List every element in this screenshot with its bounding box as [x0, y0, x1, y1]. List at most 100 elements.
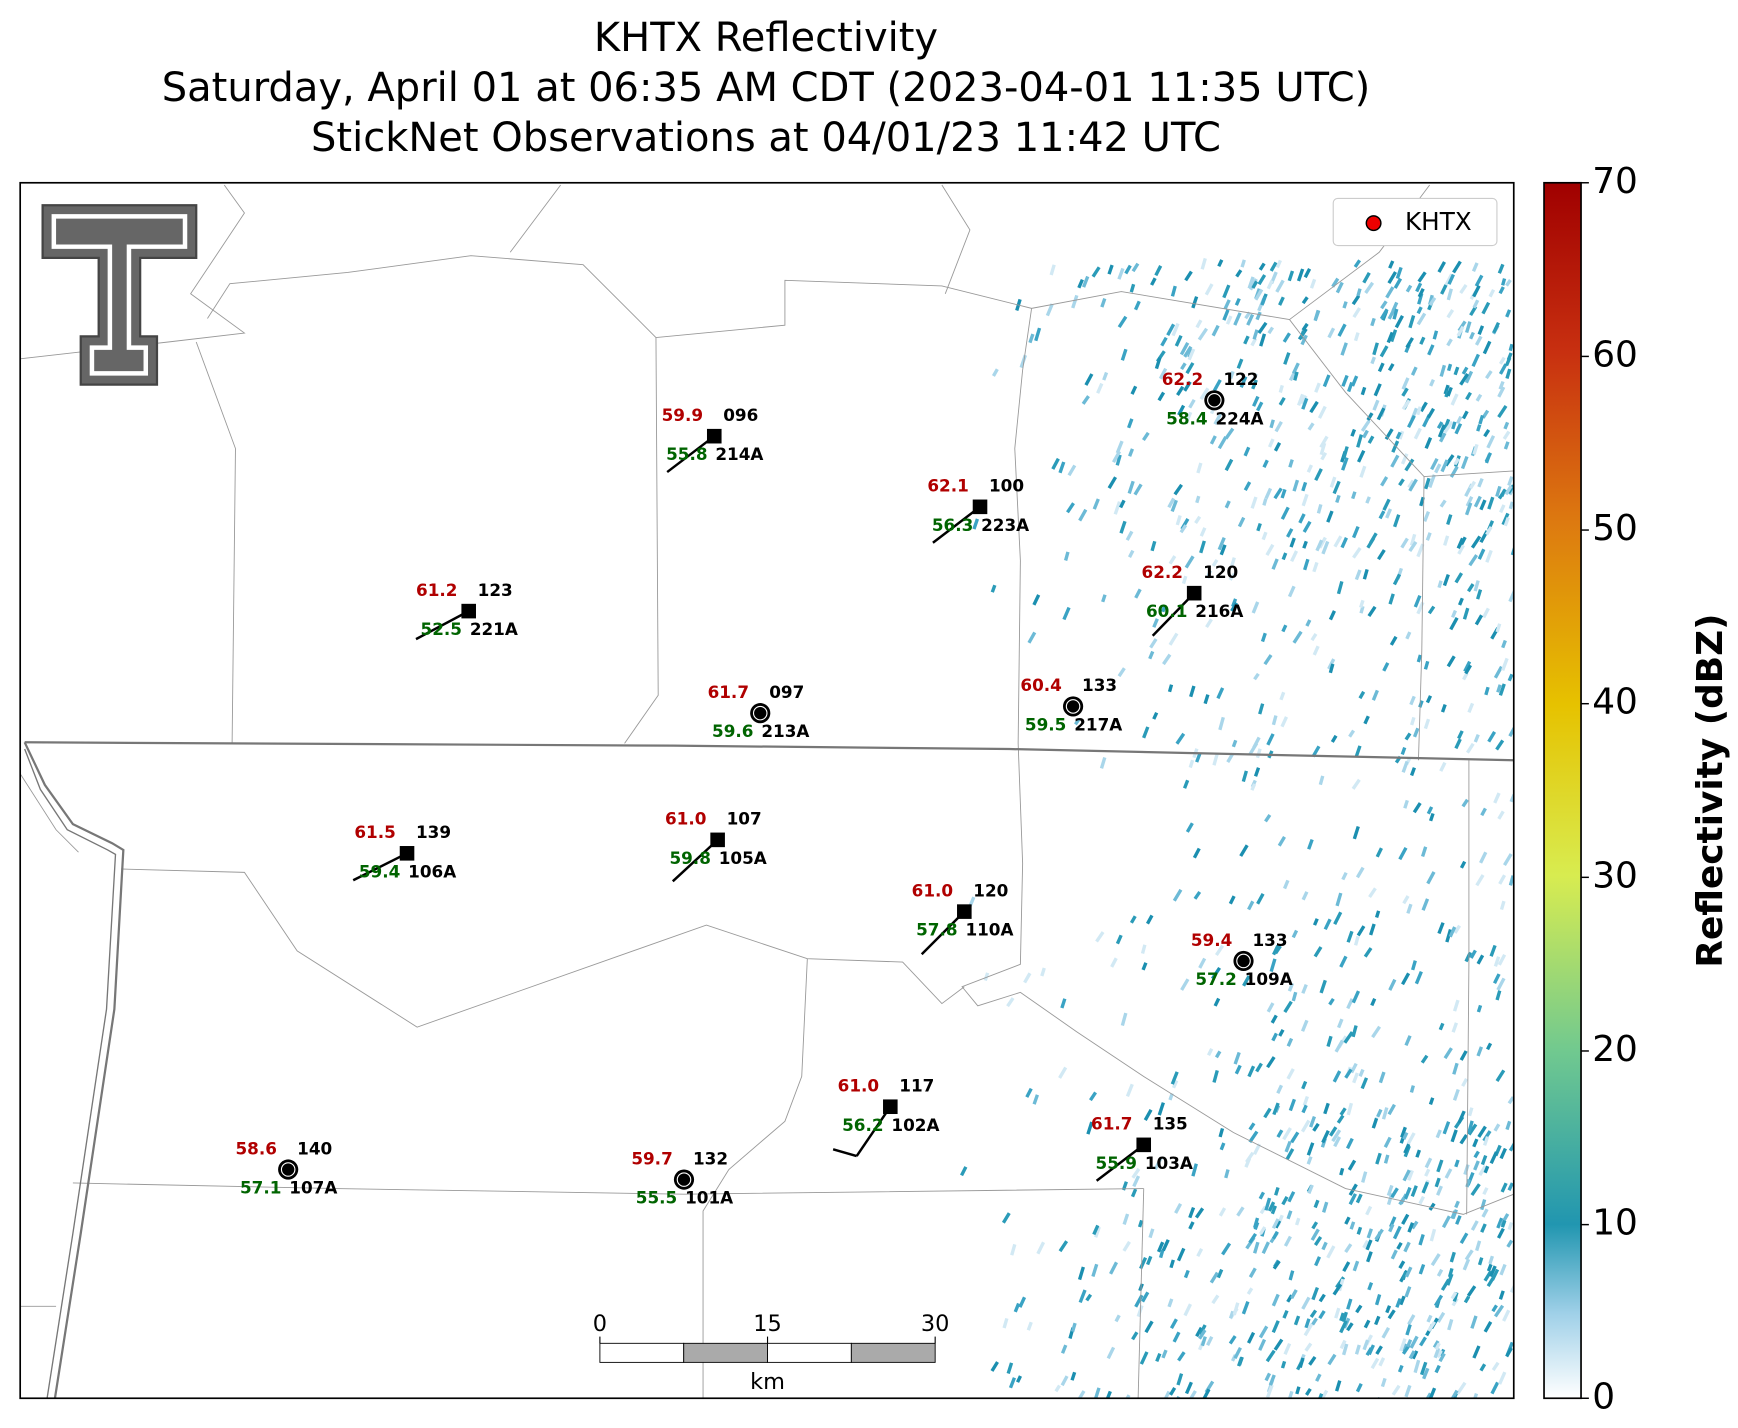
echo — [1167, 497, 1176, 509]
echo — [1278, 384, 1284, 393]
echo — [1416, 543, 1425, 558]
echo — [1496, 977, 1506, 991]
echo — [1483, 1321, 1493, 1333]
echo — [1424, 437, 1433, 450]
echo — [1158, 367, 1168, 380]
echo — [1306, 1156, 1313, 1165]
echo — [1117, 667, 1126, 678]
echo — [1416, 312, 1427, 326]
station-number: 117 — [899, 1076, 934, 1096]
echo — [1032, 1094, 1039, 1105]
echo — [1316, 503, 1323, 514]
echo — [1347, 381, 1354, 393]
echo — [1436, 1159, 1444, 1173]
echo — [1507, 673, 1514, 682]
echo — [1339, 1312, 1345, 1322]
echo — [1233, 312, 1242, 326]
echo — [1471, 1393, 1479, 1399]
temperature: 60.4 — [1020, 675, 1061, 695]
title-line: StickNet Observations at 04/01/23 11:42 … — [311, 115, 1221, 161]
echo — [1232, 1302, 1240, 1316]
state-border — [23, 741, 1514, 1399]
echo — [1419, 336, 1426, 345]
echo — [1351, 990, 1361, 1004]
temperature: 58.6 — [236, 1138, 277, 1158]
echo — [1191, 296, 1199, 309]
echo — [1326, 510, 1334, 523]
echo — [1342, 1343, 1349, 1356]
echo — [1480, 1154, 1488, 1166]
echo — [1493, 1123, 1501, 1132]
echo — [1356, 1226, 1363, 1235]
echo — [1245, 1151, 1255, 1164]
scale-bar: 0 15 30 km — [593, 1311, 950, 1395]
echo — [1428, 1387, 1437, 1399]
echo — [1310, 1228, 1320, 1241]
echo — [1144, 1320, 1154, 1334]
echo — [1266, 1056, 1276, 1069]
echo — [990, 584, 997, 593]
echo — [1266, 733, 1275, 746]
echo — [1141, 962, 1148, 971]
station-id: 224A — [1215, 408, 1263, 428]
echo — [1508, 343, 1514, 352]
echo — [1339, 1167, 1345, 1176]
echo — [1328, 663, 1335, 674]
echo — [1113, 501, 1122, 515]
echo — [1303, 558, 1310, 571]
echo — [1288, 1098, 1296, 1112]
echo — [1252, 1143, 1262, 1156]
echo — [1452, 999, 1460, 1012]
echo — [1461, 1078, 1469, 1087]
echo — [1273, 487, 1283, 500]
echo — [1419, 401, 1428, 413]
echo — [1436, 1349, 1443, 1359]
echo — [1402, 1131, 1409, 1140]
scale-segment — [599, 1342, 685, 1363]
colorbar: 0 10 20 30 40 50 60 70 Reflectivity (dBZ) — [1543, 161, 1731, 1417]
echo — [1058, 1066, 1068, 1079]
echo — [1354, 745, 1362, 758]
echo — [1247, 276, 1255, 289]
echo — [1327, 327, 1336, 339]
echo — [1446, 655, 1456, 668]
echo — [1250, 496, 1258, 509]
echo — [1402, 1169, 1411, 1182]
echo — [1469, 480, 1477, 490]
echo — [1189, 685, 1196, 698]
echo — [1309, 400, 1319, 414]
echo — [1315, 539, 1324, 552]
echo — [1411, 960, 1417, 971]
echo — [1434, 463, 1442, 474]
echo — [1319, 979, 1327, 994]
echo — [1498, 1290, 1505, 1300]
echo — [1301, 891, 1309, 901]
echo — [1016, 1375, 1022, 1383]
echo — [1235, 269, 1243, 278]
echo — [1156, 1241, 1165, 1253]
echo — [1504, 357, 1512, 367]
echo — [1387, 363, 1395, 372]
echo — [1237, 1357, 1244, 1367]
echo — [1203, 694, 1210, 705]
echo — [1246, 313, 1255, 326]
echo — [1425, 532, 1432, 541]
echo — [1352, 307, 1362, 319]
echo — [1442, 1121, 1451, 1135]
echo — [1430, 1253, 1441, 1267]
echo — [1224, 1169, 1230, 1179]
echo — [1360, 1077, 1369, 1090]
echo — [1443, 535, 1450, 546]
echo — [1247, 900, 1255, 911]
echo — [1265, 1384, 1274, 1399]
station-number: 123 — [478, 580, 513, 600]
scale-label: 15 — [753, 1311, 782, 1337]
station-id: 110A — [965, 920, 1013, 940]
echo — [1212, 379, 1222, 392]
echo — [1329, 1126, 1338, 1137]
echo — [1131, 1331, 1139, 1341]
echo — [1211, 558, 1219, 567]
echo — [1191, 1163, 1198, 1177]
echo — [1401, 760, 1409, 773]
echo — [1142, 431, 1150, 442]
